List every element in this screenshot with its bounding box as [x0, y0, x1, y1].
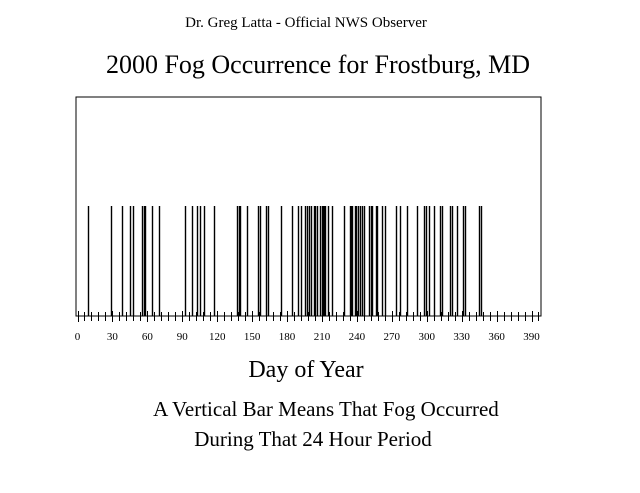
- x-tick-label: 0: [75, 331, 81, 343]
- x-tick-label: 120: [209, 331, 226, 343]
- x-tick-label: 300: [418, 331, 435, 343]
- x-tick-label: 180: [279, 331, 296, 343]
- x-tick-label: 150: [244, 331, 261, 343]
- x-tick-label: 330: [453, 331, 470, 343]
- x-axis-ticks: [78, 311, 539, 322]
- x-tick-label: 270: [384, 331, 401, 343]
- x-tick-label: 240: [349, 331, 366, 343]
- x-tick-label: 390: [523, 331, 540, 343]
- x-axis-tick-labels: 0 30 60 90 120 150 180 210 240 270 300 330 360 390: [75, 331, 541, 343]
- x-tick-label: 60: [142, 331, 154, 343]
- x-axis-label: Day of Year: [248, 357, 364, 383]
- chart-title: 2000 Fog Occurrence for Frostburg, MD: [105, 50, 531, 79]
- x-tick-label: 30: [107, 331, 119, 343]
- observer-credit: Dr. Greg Latta - Official NWS Observer: [185, 15, 427, 31]
- annotation-line-2: During That 24 Hour Period: [194, 427, 432, 451]
- x-tick-label: 360: [488, 331, 505, 343]
- bar-series: [87, 206, 483, 316]
- x-tick-label: 90: [177, 331, 189, 343]
- annotation-line-1: A Vertical Bar Means That Fog Occurred: [153, 397, 499, 421]
- x-tick-label: 210: [314, 331, 331, 343]
